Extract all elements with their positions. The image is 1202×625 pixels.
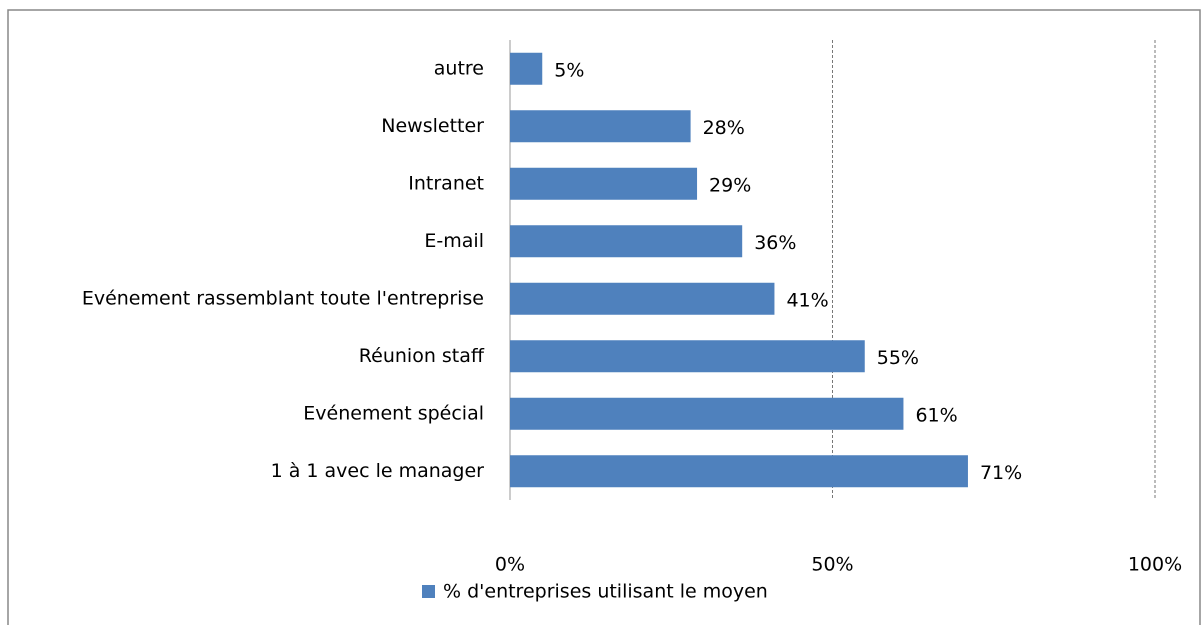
value-label: 5% xyxy=(554,59,584,81)
value-label: 28% xyxy=(703,117,745,139)
x-tick-label: 50% xyxy=(811,554,853,576)
value-label: 61% xyxy=(915,404,957,426)
bar xyxy=(510,340,865,373)
legend-swatch xyxy=(422,585,435,598)
legend-label: % d'entreprises utilisant le moyen xyxy=(443,581,768,603)
bar xyxy=(510,52,543,85)
y-tick-label: Newsletter xyxy=(381,115,484,137)
bar xyxy=(510,397,904,430)
value-label: 41% xyxy=(786,289,828,311)
x-tick-label: 100% xyxy=(1128,554,1182,576)
bar xyxy=(510,455,968,488)
bar xyxy=(510,167,698,200)
value-label: 29% xyxy=(709,174,751,196)
y-tick-label: E-mail xyxy=(424,230,484,252)
value-label: 71% xyxy=(980,462,1022,484)
y-tick-label: Evénement rassemblant toute l'entreprise xyxy=(82,287,484,309)
y-tick-label: Evénement spécial xyxy=(303,402,484,424)
bar xyxy=(510,110,691,143)
y-tick-label: 1 à 1 avec le manager xyxy=(271,460,485,482)
value-label: 36% xyxy=(754,232,796,254)
value-label: 55% xyxy=(877,347,919,369)
x-tick-label: 0% xyxy=(495,554,525,576)
bar xyxy=(510,225,743,258)
y-tick-label: Intranet xyxy=(408,172,484,194)
chart-frame xyxy=(7,9,1201,625)
bar xyxy=(510,282,775,315)
y-tick-label: Réunion staff xyxy=(359,345,485,367)
y-tick-label: autre xyxy=(434,57,484,79)
